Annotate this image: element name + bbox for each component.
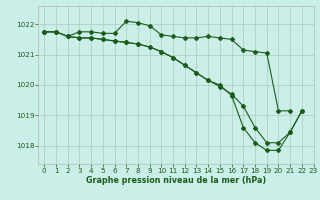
X-axis label: Graphe pression niveau de la mer (hPa): Graphe pression niveau de la mer (hPa) [86, 176, 266, 185]
